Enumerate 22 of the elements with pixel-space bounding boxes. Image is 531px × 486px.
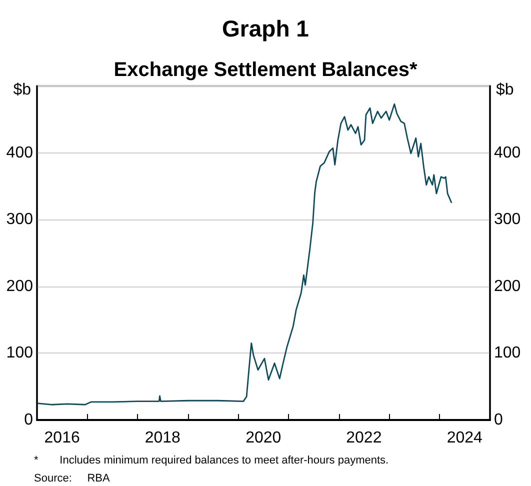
y2-axis-title: $b xyxy=(496,82,514,98)
y2-tick-label: 0 xyxy=(494,412,503,428)
y2-tick-label: 400 xyxy=(494,144,521,162)
text: * Includes minimum required balances to meet after-hours payments. xyxy=(34,454,389,466)
x-tick-label: 2016 xyxy=(44,430,80,446)
y-axis-title: $b xyxy=(13,82,32,98)
x-tick-label: 2024 xyxy=(446,430,483,446)
line-series xyxy=(36,103,452,406)
y-tick-label: 0 xyxy=(24,412,34,428)
y2-tick-label: 100 xyxy=(494,344,521,362)
source-note: Source: RBA xyxy=(34,472,110,484)
y-tick-label: 100 xyxy=(6,344,34,362)
chart-title: Graph 1 xyxy=(222,16,310,42)
chart-subtitle: Exchange Settlement Balances* xyxy=(114,59,418,81)
x-tick-label: 2022 xyxy=(346,430,382,446)
x-tick-label: 2018 xyxy=(144,430,181,446)
y2-tick-label: 200 xyxy=(494,278,521,295)
y-tick-label: 200 xyxy=(6,278,34,295)
y2-tick-label: 300 xyxy=(494,211,521,228)
y-tick-label: 400 xyxy=(6,144,34,162)
x-tick-label: 2020 xyxy=(246,430,282,446)
y-tick-label: 300 xyxy=(6,211,34,228)
